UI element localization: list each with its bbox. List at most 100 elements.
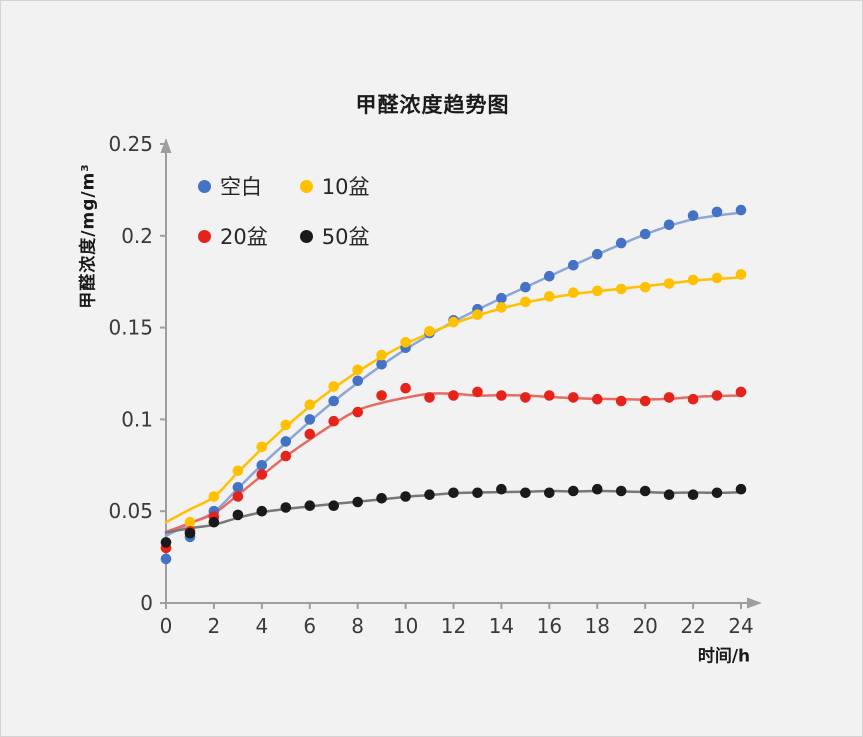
y-tick-label: 0.05 <box>108 499 153 523</box>
data-point-50盆 <box>448 487 459 499</box>
x-tick-label: 12 <box>441 614 466 638</box>
data-point-50盆 <box>711 487 723 499</box>
data-point-50盆 <box>184 527 196 539</box>
data-point-50盆 <box>400 491 411 502</box>
data-point-10盆 <box>544 291 555 302</box>
data-point-50盆 <box>160 537 172 548</box>
data-point-10盆 <box>592 285 603 297</box>
data-point-空白 <box>304 414 316 425</box>
x-tick-label: 2 <box>208 614 221 638</box>
data-point-10盆 <box>448 316 459 328</box>
data-point-10盆 <box>639 281 651 293</box>
data-point-20盆 <box>520 392 531 403</box>
x-tick-label: 20 <box>632 614 657 638</box>
x-tick-label: 8 <box>351 614 364 638</box>
data-point-20盆 <box>376 390 387 401</box>
data-point-20盆 <box>424 392 435 403</box>
data-point-20盆 <box>615 395 627 407</box>
data-point-20盆 <box>232 491 244 502</box>
data-point-20盆 <box>400 382 411 394</box>
data-point-10盆 <box>400 337 411 348</box>
data-point-20盆 <box>663 392 675 403</box>
data-point-10盆 <box>376 349 387 361</box>
x-tick-label: 22 <box>680 614 705 638</box>
data-point-10盆 <box>208 491 220 502</box>
legend-item-50盆: 50盆 <box>299 221 370 251</box>
data-point-空白 <box>544 270 555 282</box>
data-point-空白 <box>232 482 244 493</box>
x-tick-label: 24 <box>728 614 753 638</box>
data-point-10盆 <box>304 399 316 411</box>
y-axis-arrow <box>160 138 172 153</box>
data-point-空白 <box>352 375 364 387</box>
x-tick-label: 0 <box>160 614 173 638</box>
data-point-50盆 <box>639 485 651 497</box>
data-point-50盆 <box>615 485 627 497</box>
data-point-20盆 <box>687 393 699 405</box>
data-point-10盆 <box>280 419 292 431</box>
data-point-10盆 <box>328 381 340 392</box>
data-point-50盆 <box>304 500 316 512</box>
data-point-空白 <box>376 359 387 370</box>
data-point-空白 <box>639 228 651 240</box>
data-point-50盆 <box>520 487 531 499</box>
data-point-50盆 <box>592 483 603 495</box>
legend-label: 空白 <box>220 175 262 199</box>
data-point-50盆 <box>232 509 244 521</box>
data-point-20盆 <box>328 415 340 427</box>
data-point-10盆 <box>496 302 507 313</box>
data-point-20盆 <box>711 390 723 401</box>
data-point-50盆 <box>568 485 579 497</box>
data-point-空白 <box>160 553 172 565</box>
data-point-50盆 <box>280 502 292 513</box>
data-point-20盆 <box>735 386 747 398</box>
data-point-50盆 <box>352 496 364 508</box>
data-point-空白 <box>328 395 340 407</box>
data-point-10盆 <box>520 296 531 308</box>
data-point-空白 <box>592 248 603 260</box>
y-tick-label: 0 <box>140 591 153 615</box>
data-point-20盆 <box>544 390 555 401</box>
data-point-空白 <box>711 206 723 218</box>
data-point-50盆 <box>376 493 387 504</box>
data-point-20盆 <box>352 406 364 418</box>
data-point-50盆 <box>208 516 220 528</box>
data-point-10盆 <box>711 272 723 284</box>
x-axis-arrow <box>747 597 762 609</box>
data-point-50盆 <box>328 500 340 512</box>
legend: 空白 10盆 20盆 50盆 <box>198 171 369 251</box>
data-point-10盆 <box>735 269 747 280</box>
legend-label: 50盆 <box>321 225 370 249</box>
chart-title: 甲醛浓度趋势图 <box>355 93 510 117</box>
legend-dot <box>299 179 313 193</box>
data-point-50盆 <box>256 505 268 517</box>
data-point-10盆 <box>568 287 579 299</box>
data-point-50盆 <box>544 487 555 499</box>
y-tick-label: 0.25 <box>108 132 153 156</box>
data-point-50盆 <box>735 483 747 495</box>
data-point-10盆 <box>184 516 196 528</box>
data-point-20盆 <box>496 390 507 401</box>
data-point-空白 <box>520 281 531 293</box>
data-point-10盆 <box>232 465 244 477</box>
data-point-20盆 <box>256 469 268 480</box>
data-point-20盆 <box>280 450 292 462</box>
x-tick-label: 10 <box>393 614 418 638</box>
x-tick-label: 16 <box>537 614 562 638</box>
y-tick-label: 0.2 <box>121 224 153 248</box>
legend-dot <box>198 229 211 243</box>
data-point-50盆 <box>424 489 435 501</box>
data-point-10盆 <box>424 326 435 337</box>
data-point-20盆 <box>472 386 483 398</box>
data-point-空白 <box>568 259 579 271</box>
data-point-20盆 <box>568 392 579 403</box>
data-point-10盆 <box>472 309 483 321</box>
data-point-空白 <box>280 436 292 447</box>
legend-item-10盆: 10盆 <box>299 171 370 201</box>
legend-label: 10盆 <box>321 175 370 199</box>
data-point-空白 <box>615 237 627 249</box>
legend-item-20盆: 20盆 <box>198 221 268 251</box>
data-point-50盆 <box>687 489 699 501</box>
